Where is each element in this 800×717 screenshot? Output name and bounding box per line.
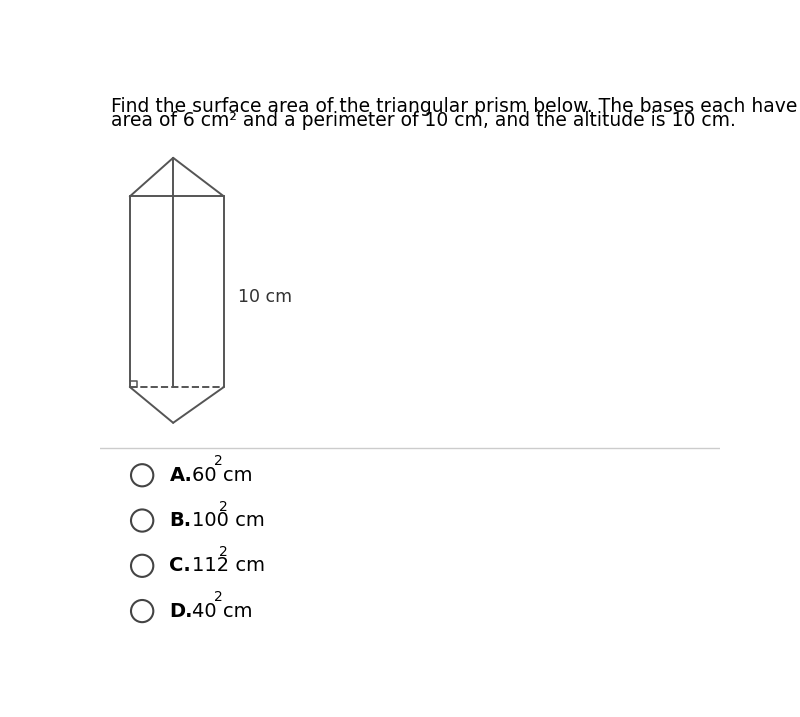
Text: D.: D.: [170, 602, 193, 621]
Text: A.: A.: [170, 466, 192, 485]
Text: 112 cm: 112 cm: [192, 556, 265, 575]
Text: 2: 2: [218, 500, 227, 514]
Text: 2: 2: [214, 455, 223, 468]
Text: 2: 2: [214, 590, 223, 604]
Text: B.: B.: [170, 511, 191, 530]
Text: Find the surface area of the triangular prism below. The bases each have an: Find the surface area of the triangular …: [111, 97, 800, 116]
Text: C.: C.: [170, 556, 191, 575]
Text: 60 cm: 60 cm: [192, 466, 252, 485]
Text: 100 cm: 100 cm: [192, 511, 265, 530]
Text: 10 cm: 10 cm: [238, 288, 292, 306]
Text: area of 6 cm² and a perimeter of 10 cm, and the altitude is 10 cm.: area of 6 cm² and a perimeter of 10 cm, …: [111, 111, 736, 130]
Text: 2: 2: [218, 545, 227, 559]
Text: 40 cm: 40 cm: [192, 602, 252, 621]
